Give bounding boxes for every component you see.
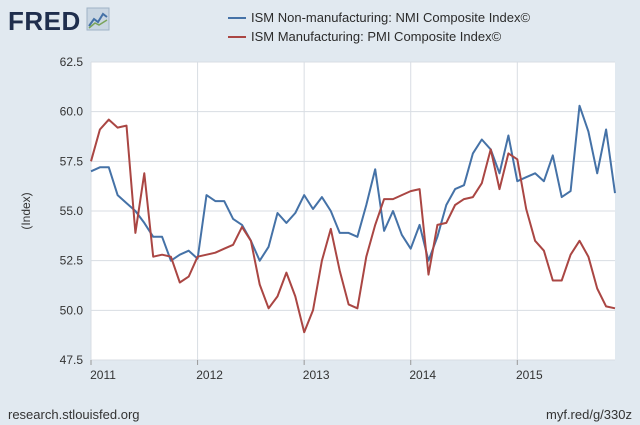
y-tick-label: 50.0 [60, 303, 84, 317]
fred-logo[interactable]: FRED [8, 6, 110, 36]
series-lines [90, 104, 616, 334]
x-tick-label: 2015 [516, 368, 543, 382]
source-link[interactable]: research.stlouisfed.org [8, 407, 140, 422]
series-line-nmi [90, 104, 616, 262]
grid-lines [90, 61, 615, 365]
series-line-pmi [90, 118, 616, 334]
short-link[interactable]: myf.red/g/330z [546, 407, 632, 422]
x-tick-label: 2012 [196, 368, 223, 382]
fred-logo-text: FRED [8, 6, 81, 36]
y-tick-label: 55.0 [60, 204, 84, 218]
x-tick-label: 2011 [90, 368, 116, 382]
line-graph-icon [86, 7, 110, 31]
y-tick-label: 60.0 [60, 105, 84, 119]
legend-label-pmi: ISM Manufacturing: PMI Composite Index© [251, 29, 502, 44]
y-tick-labels: 47.5 50.0 52.5 55.0 57.5 60.0 62.5 [60, 55, 84, 367]
y-tick-label: 47.5 [60, 353, 84, 367]
x-tick-labels: 2011 2012 2013 2014 2015 [90, 368, 543, 382]
x-tick-label: 2014 [409, 368, 436, 382]
legend-label-nmi: ISM Non-manufacturing: NMI Composite Ind… [251, 10, 530, 25]
y-tick-label: 57.5 [60, 154, 84, 168]
y-tick-label: 62.5 [60, 55, 84, 69]
legend: ISM Non-manufacturing: NMI Composite Ind… [228, 10, 530, 44]
y-tick-label: 52.5 [60, 254, 84, 268]
y-axis-title: (Index) [19, 192, 33, 229]
x-tick-label: 2013 [303, 368, 330, 382]
